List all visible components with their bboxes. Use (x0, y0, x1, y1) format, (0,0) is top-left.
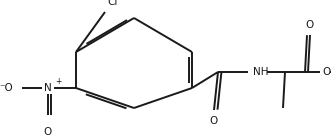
Text: O: O (210, 116, 218, 126)
Text: O: O (322, 67, 330, 77)
Text: +: + (55, 76, 61, 86)
Text: Cl: Cl (107, 0, 118, 7)
Text: N: N (44, 83, 52, 93)
Text: O: O (44, 127, 52, 136)
Text: NH: NH (253, 67, 268, 77)
Text: O: O (306, 20, 314, 30)
Text: ⁻O: ⁻O (0, 83, 13, 93)
